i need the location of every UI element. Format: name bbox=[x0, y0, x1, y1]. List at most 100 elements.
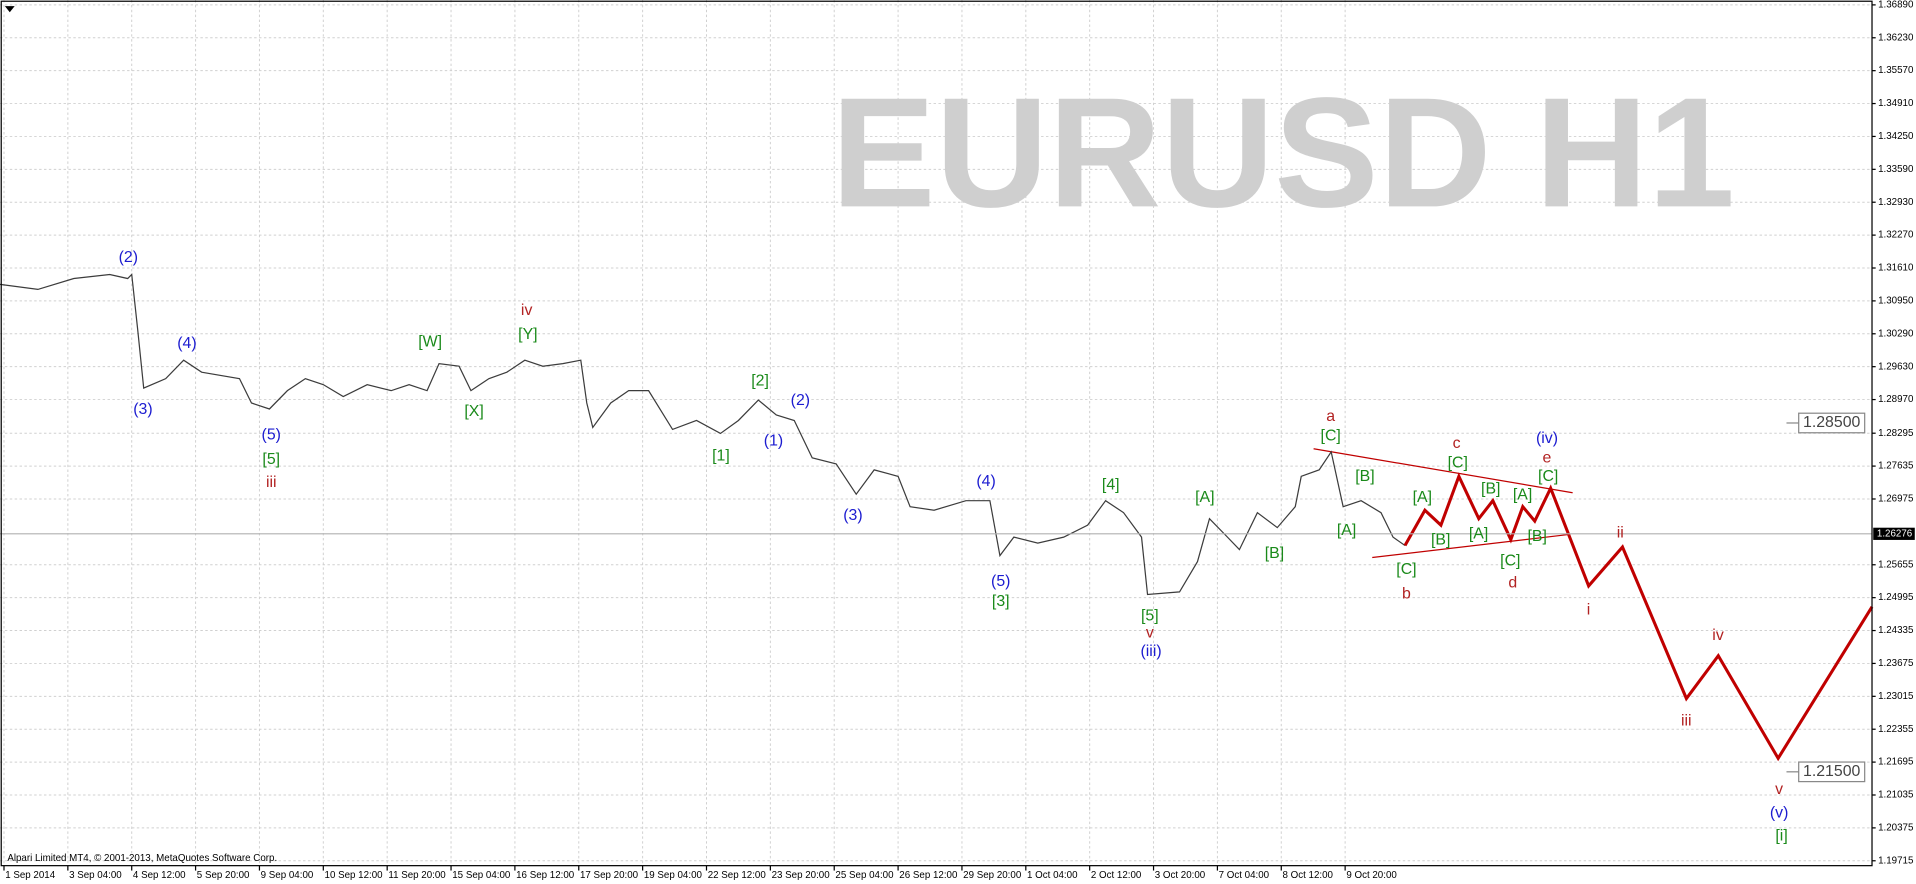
x-tick-label: 19 Sep 04:00 bbox=[644, 870, 703, 881]
y-tick-label: 1.36890 bbox=[1878, 0, 1914, 10]
current-price-box bbox=[1873, 527, 1915, 540]
wave-label: (5) bbox=[991, 573, 1010, 590]
x-tick-label: 23 Sep 20:00 bbox=[772, 870, 831, 881]
wave-label: e bbox=[1543, 450, 1552, 467]
y-tick-label: 1.23675 bbox=[1878, 658, 1914, 669]
menu-arrow[interactable] bbox=[4, 6, 15, 13]
wave-label: (iii) bbox=[1140, 643, 1161, 660]
y-tick-label: 1.28295 bbox=[1878, 428, 1914, 439]
wave-label: [A] bbox=[1195, 489, 1214, 506]
x-tick-label: 7 Oct 04:00 bbox=[1219, 870, 1270, 881]
wave-label: [5] bbox=[1141, 607, 1159, 624]
copyright: Alpari Limited MT4, © 2001-2013, MetaQuo… bbox=[7, 853, 277, 864]
y-tick-label: 1.31610 bbox=[1878, 263, 1914, 274]
wave-label: (4) bbox=[177, 335, 196, 352]
grid bbox=[0, 0, 1873, 866]
wave-label: [C] bbox=[1448, 455, 1468, 472]
x-tick-label: 3 Sep 04:00 bbox=[69, 870, 122, 881]
y-tick-label: 1.19715 bbox=[1878, 855, 1914, 866]
x-tick-label: 1 Sep 2014 bbox=[5, 870, 56, 881]
y-tick-label: 1.30950 bbox=[1878, 295, 1914, 306]
y-tick-label: 1.20375 bbox=[1878, 822, 1914, 833]
wave-label: [C] bbox=[1396, 561, 1416, 578]
wave-label: (iv) bbox=[1536, 430, 1558, 447]
x-tick-label: 5 Sep 20:00 bbox=[197, 870, 250, 881]
y-tick-label: 1.32930 bbox=[1878, 197, 1914, 208]
wave-label: (2) bbox=[791, 392, 810, 409]
wave-label: [5] bbox=[262, 451, 280, 468]
x-tick-label: 29 Sep 20:00 bbox=[963, 870, 1022, 881]
wave-label: (v) bbox=[1770, 804, 1789, 821]
wave-label: [X] bbox=[464, 403, 483, 420]
x-tick-label: 1 Oct 04:00 bbox=[1027, 870, 1078, 881]
wave-label: [C] bbox=[1500, 552, 1520, 569]
price-line bbox=[1403, 472, 1874, 762]
y-tick-label: 1.21035 bbox=[1878, 790, 1914, 801]
wave-label: v bbox=[1775, 781, 1783, 798]
wave-label: (1) bbox=[764, 433, 783, 450]
x-tick-label: 22 Sep 12:00 bbox=[708, 870, 767, 881]
y-tick-label: 1.27635 bbox=[1878, 461, 1914, 472]
wave-label: [B] bbox=[1481, 480, 1500, 497]
y-tick-label: 1.26975 bbox=[1878, 494, 1914, 505]
wave-label: [B] bbox=[1355, 468, 1374, 485]
y-tick-label: 1.34250 bbox=[1878, 131, 1914, 142]
x-tick-label: 9 Oct 20:00 bbox=[1346, 870, 1397, 881]
price-level-box bbox=[1798, 412, 1866, 434]
wave-label: b bbox=[1402, 585, 1411, 602]
x-tick-label: 17 Sep 20:00 bbox=[580, 870, 639, 881]
wave-label: [B] bbox=[1527, 528, 1546, 545]
y-tick-label: 1.34910 bbox=[1878, 98, 1914, 109]
x-tick-label: 11 Sep 20:00 bbox=[388, 870, 446, 881]
current-price-label: 1.26276 bbox=[1877, 528, 1912, 539]
y-tick-label: 1.35570 bbox=[1878, 65, 1914, 76]
wave-label: iii bbox=[266, 474, 277, 491]
y-tick-label: 1.24335 bbox=[1878, 625, 1914, 636]
wave-label: i bbox=[1587, 601, 1591, 618]
x-tick-label: 10 Sep 12:00 bbox=[325, 870, 384, 881]
wave-label: [A] bbox=[1413, 489, 1432, 506]
wave-label: (5) bbox=[262, 426, 281, 443]
price-level-label: 1.21500 bbox=[1803, 763, 1861, 780]
y-tick-label: 1.36230 bbox=[1878, 32, 1914, 43]
wave-label: [4] bbox=[1102, 477, 1120, 494]
price-level-box bbox=[1798, 761, 1866, 783]
wave-label: d bbox=[1508, 574, 1517, 591]
y-tick-label: 1.28970 bbox=[1878, 394, 1914, 405]
y-tick-label: 1.33590 bbox=[1878, 164, 1914, 175]
wave-label: [A] bbox=[1513, 486, 1532, 503]
x-tick-label: 26 Sep 12:00 bbox=[899, 870, 958, 881]
wave-label: iv bbox=[1712, 627, 1724, 644]
y-tick-label: 1.30290 bbox=[1878, 328, 1914, 339]
wave-label: [W] bbox=[418, 334, 442, 351]
x-tick-label: 3 Oct 20:00 bbox=[1155, 870, 1206, 881]
x-tick-label: 15 Sep 04:00 bbox=[452, 870, 511, 881]
y-tick-label: 1.24995 bbox=[1878, 592, 1914, 603]
wave-label: [1] bbox=[712, 447, 730, 464]
wave-label: (2) bbox=[119, 249, 138, 266]
y-tick-label: 1.25655 bbox=[1878, 559, 1914, 570]
wave-label: ii bbox=[1617, 524, 1624, 541]
wave-label: iii bbox=[1681, 713, 1692, 730]
wave-label: (4) bbox=[976, 473, 995, 490]
wave-label: [i] bbox=[1775, 828, 1787, 845]
y-tick-label: 1.29630 bbox=[1878, 361, 1914, 372]
price-line bbox=[0, 273, 1406, 596]
trend-line bbox=[1372, 533, 1571, 559]
price-level-label: 1.28500 bbox=[1803, 414, 1861, 431]
x-tick-label: 8 Oct 12:00 bbox=[1282, 870, 1333, 881]
x-tick-label: 4 Sep 12:00 bbox=[133, 870, 186, 881]
wave-label: c bbox=[1453, 435, 1461, 452]
x-tick-label: 16 Sep 12:00 bbox=[516, 870, 575, 881]
x-tick-label: 2 Oct 12:00 bbox=[1091, 870, 1142, 881]
trend-line bbox=[1313, 448, 1573, 494]
wave-label: [B] bbox=[1265, 545, 1284, 562]
wave-label: [2] bbox=[751, 373, 769, 390]
wave-label: (3) bbox=[133, 401, 152, 418]
plot: (2)(4)(3)(5)[5]iii[W]iv[Y][X][2](2)[1](1… bbox=[0, 249, 1874, 845]
wave-label: [C] bbox=[1538, 468, 1558, 485]
wave-label: (3) bbox=[843, 507, 862, 524]
